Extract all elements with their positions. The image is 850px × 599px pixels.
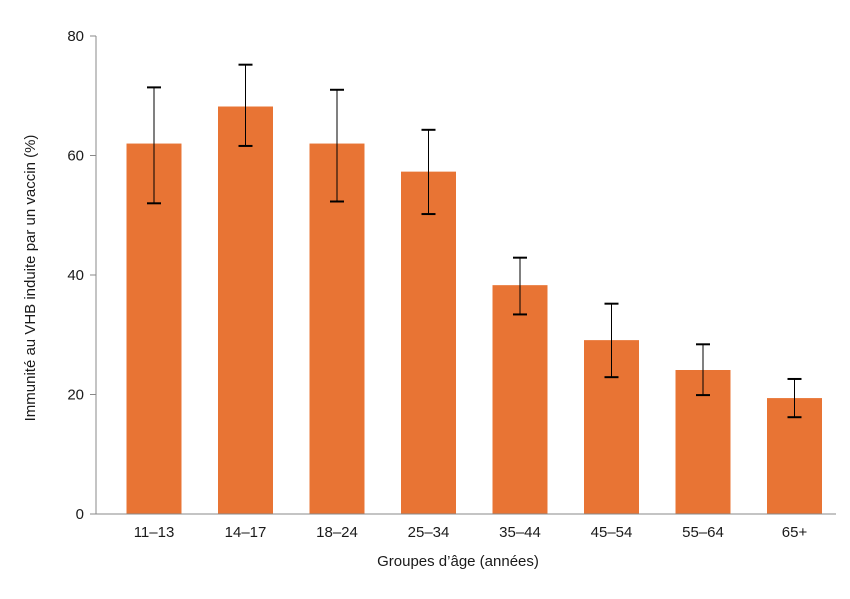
y-tick-label: 80 bbox=[67, 28, 84, 45]
bars bbox=[126, 106, 822, 515]
y-tick-label: 0 bbox=[76, 506, 84, 523]
y-axis-title: Immunité au VHB induite par un vaccin (%… bbox=[22, 135, 39, 422]
y-tick-label: 20 bbox=[67, 387, 84, 404]
bar-3 bbox=[401, 171, 456, 514]
x-axis-ticks: 11–13 14–17 18–24 25–34 35–44 45–54 55–64 65+ bbox=[134, 524, 808, 541]
bar-2 bbox=[309, 143, 365, 515]
x-tick-label: 14–17 bbox=[225, 524, 267, 541]
x-tick-label: 18–24 bbox=[316, 524, 358, 541]
error-bar-3 bbox=[421, 128, 436, 216]
y-tick-label: 60 bbox=[67, 148, 84, 165]
x-axis-title: Groupes d’âge (années) bbox=[377, 553, 539, 570]
error-bars bbox=[147, 63, 802, 419]
error-bar-4 bbox=[513, 256, 527, 316]
error-bar-0 bbox=[147, 86, 161, 205]
y-axis-ticks: 0 20 40 60 80 bbox=[67, 28, 96, 523]
x-tick-label: 45–54 bbox=[591, 524, 633, 541]
x-tick-label: 35–44 bbox=[499, 524, 541, 541]
y-tick-label: 40 bbox=[67, 267, 84, 284]
x-tick-label: 11–13 bbox=[134, 524, 175, 541]
error-bar-7 bbox=[787, 377, 802, 419]
bar-1 bbox=[218, 106, 273, 514]
x-tick-label: 25–34 bbox=[408, 524, 450, 541]
error-bar-1 bbox=[238, 63, 253, 147]
bar-0 bbox=[126, 143, 182, 515]
error-bar-5 bbox=[604, 302, 619, 379]
error-bar-6 bbox=[696, 343, 710, 397]
x-tick-label: 65+ bbox=[782, 524, 808, 541]
error-bar-2 bbox=[330, 88, 344, 203]
bar-4 bbox=[492, 285, 548, 514]
x-tick-label: 55–64 bbox=[682, 524, 724, 541]
